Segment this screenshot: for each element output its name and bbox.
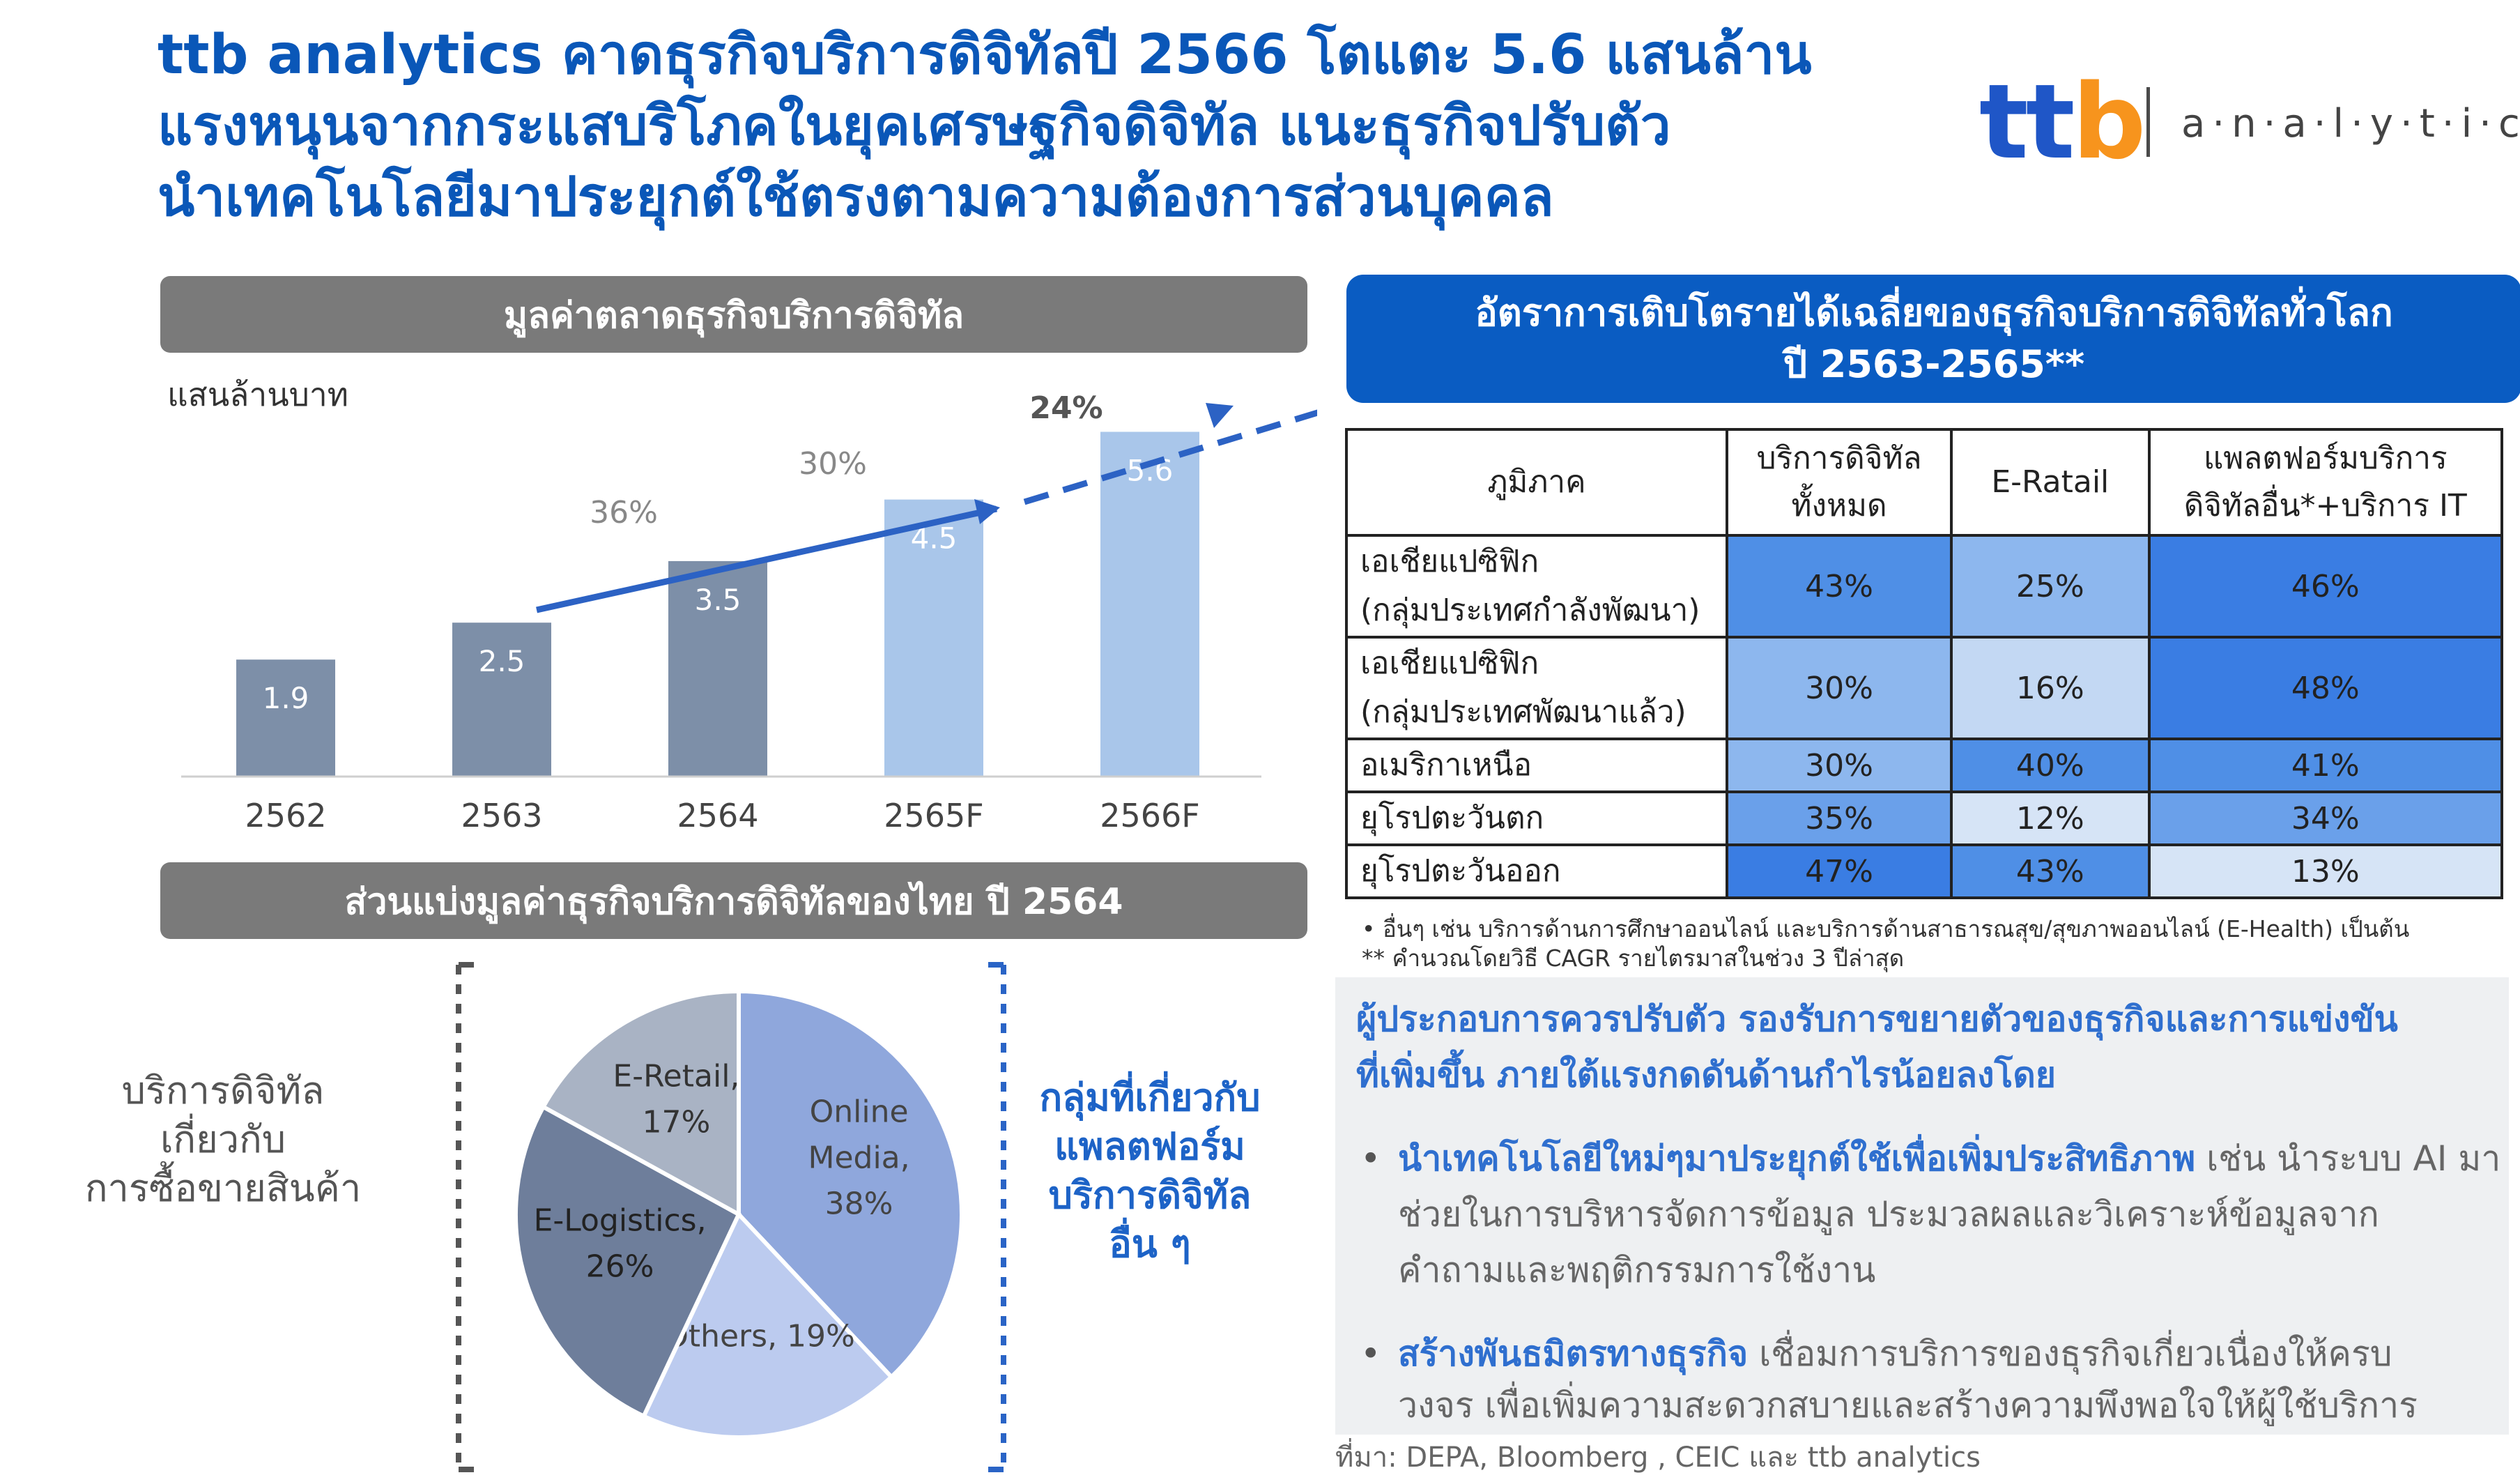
bar-2566F [1100,431,1199,777]
advice-bullet-1-marker: • [1360,1138,1381,1179]
growth-rate-label: 36% [590,495,658,530]
growth-rate-label: 24% [1029,390,1102,426]
growth-table: ภูมิภาค บริการดิจิทัล ทั้งหมด E-Ratail แพ… [1345,428,2504,899]
bar-2563 [452,622,551,777]
table-cell-value: 16% [1950,636,2151,740]
source-note: ที่มา: DEPA, Bloomberg , CEIC และ ttb an… [1335,1442,1981,1474]
pie-slice [640,1210,895,1439]
table-cell-value: 13% [2147,843,2504,899]
footnote-2: ** คำนวณโดยวิธี CAGR รายไตรมาสในช่วง 3 ป… [1362,945,1905,972]
advice-bullet-1-line-3: คำถามและพฤติกรรมการใช้งาน [1398,1250,1876,1290]
advice-bullet-2-line-2: วงจร เพื่อเพิ่มความสะดวกสบายและสร้างความ… [1398,1385,2418,1426]
table-cell-value: 12% [1950,790,2151,846]
advice-bullet-2-marker: • [1360,1334,1381,1374]
header-e-retail: E-Ratail [1950,428,2151,537]
growth-trend-solid [536,505,997,613]
bar-chart-title: มูลค่าตลาดธุรกิจบริการดิจิทัล [160,276,1307,353]
x-tick-label: 2564 [677,797,758,834]
bar-value-label: 2.5 [479,644,525,678]
logo-divider [2146,87,2150,157]
pie-chart: Online Media, 38% Others, 19% E-Logistics, 26… [456,962,1006,1472]
table-cell-value: 30% [1725,636,1953,740]
growth-rate-label: 30% [799,446,867,482]
table-cell-value: 43% [1725,534,1953,639]
table-cell-value: 35% [1725,790,1953,846]
table-row: ยุโรปตะวันตก 35% 12% 34% [1345,790,2504,846]
table-cell-region: เอเชียแปซิฟิก (กลุ่มประเทศกำลังพัฒนา) [1345,534,1728,639]
table-cell-value: 34% [2147,790,2504,846]
x-tick-label: 2566F [1100,797,1200,834]
logo-analytics-text: a·n·a·l·y·t·i·c·s [2181,101,2520,146]
header-all-digital: บริการดิจิทัล ทั้งหมด [1725,428,1953,537]
growth-trend-dashed [1023,409,1317,505]
headline-line-1: ttb analytics คาดธุรกิจบริการดิจิทัลปี 2… [158,24,1812,86]
pie-slice [540,988,741,1219]
table-cell-value: 41% [2147,738,2504,793]
pie-slice [737,988,964,1380]
table-row: เอเชียแปซิฟิก (กลุ่มประเทศพัฒนาแล้ว) 30% 16… [1345,636,2504,740]
bar-value-label: 3.5 [695,583,742,617]
table-title: อัตราการเติบโตรายได้เฉลี่ยของธุรกิจบริกา… [1346,275,2520,403]
table-row: ยุโรปตะวันออก 47% 43% 13% [1345,843,2504,899]
advice-bullet-2: สร้างพันธมิตรทางธุรกิจ เชื่อมการบริการขอ… [1398,1334,2392,1374]
table-cell-region: เอเชียแปซิฟิก (กลุ่มประเทศพัฒนาแล้ว) [1345,636,1728,740]
ttb-analytics-logo: ttb a·n·a·l·y·t·i·c·s [1979,62,2520,182]
advice-box: ผู้ประกอบการควรปรับตัว รองรับการขยายตัวข… [1335,977,2509,1435]
bar-value-label: 5.6 [1127,453,1174,487]
pie-slice-label: E-Logistics, 26% [534,1202,707,1284]
pie-left-label: บริการดิจิทัล เกี่ยวกับ การซื้อขายสินค้า [84,1069,362,1210]
table-cell-region: ยุโรปตะวันออก [1345,843,1728,899]
advice-intro-line-1: ผู้ประกอบการควรปรับตัว รองรับการขยายตัวข… [1356,999,2398,1039]
pie-chart-title: ส่วนแบ่งมูลค่าธุรกิจบริการดิจิทัลของไทย … [160,862,1307,939]
table-cell-value: 25% [1950,534,2151,639]
pie-slice-label: Others, 19% [664,1319,855,1354]
header-platform-it: แพลตฟอร์มบริการ ดิจิทัลอื่น*+บริการ IT [2147,428,2504,537]
table-cell-value: 43% [1950,843,2151,899]
advice-intro-line-2: ที่เพิ่มขึ้น ภายใต้แรงกดดันด้านกำไรน้อยล… [1356,1055,2057,1095]
table-cell-value: 40% [1950,738,2151,793]
growth-trend-arrowhead-2 [1206,403,1234,428]
x-tick-label: 2562 [245,797,326,834]
advice-bullet-1-line-2: ช่วยในการบริหารจัดการข้อมูล ประมวลผลและว… [1398,1194,2379,1235]
footnote-1: • อื่นๆ เช่น บริการด้านการศึกษาออนไลน์ แ… [1362,915,2410,942]
bar-2564 [668,560,767,777]
growth-trend-arrowhead-1 [974,499,1000,524]
table-cell-value: 30% [1725,738,1953,793]
pie-right-label: กลุ่มที่เกี่ยวกับ แพลตฟอร์ม บริการดิจิทั… [1039,1076,1261,1266]
x-tick-label: 2565F [884,797,984,834]
table-cell-region: อเมริกาเหนือ [1345,738,1728,793]
x-tick-label: 2563 [461,797,542,834]
table-row: เอเชียแปซิฟิก (กลุ่มประเทศกำลังพัฒนา) 43% 2… [1345,534,2504,639]
pie-slice-label: Online Media, 38% [808,1094,909,1222]
advice-bullet-1: นำเทคโนโลยีใหม่ๆมาประยุกต์ใช้เพื่อเพิ่มป… [1398,1138,2501,1179]
table-cell-region: ยุโรปตะวันตก [1345,790,1728,846]
table-header-row: ภูมิภาค บริการดิจิทัล ทั้งหมด E-Ratail แพ… [1345,428,2504,537]
pie-slice-label: E-Retail, 17% [613,1059,739,1140]
table-row: อเมริกาเหนือ 30% 40% 41% [1345,738,2504,793]
bar-2565F [884,499,983,777]
headline-line-2: แรงหนุนจากกระแสบริโภคในยุคเศรษฐกิจดิจิทั… [158,95,1671,158]
bar-chart-unit: แสนล้านบาท [167,376,348,413]
table-cell-value: 46% [2147,534,2504,639]
header-region: ภูมิภาค [1345,428,1728,537]
bar-value-label: 1.9 [263,681,309,715]
table-cell-value: 48% [2147,636,2504,740]
bar-2562 [236,659,335,777]
headline-line-3: นำเทคโนโลยีมาประยุกต์ใช้ตรงตามความต้องกา… [158,166,1554,229]
headline: ttb analytics คาดธุรกิจบริการดิจิทัลปี 2… [158,20,1900,233]
table-cell-value: 47% [1725,843,1953,899]
ttb-logo-mark: ttb [1979,62,2146,182]
